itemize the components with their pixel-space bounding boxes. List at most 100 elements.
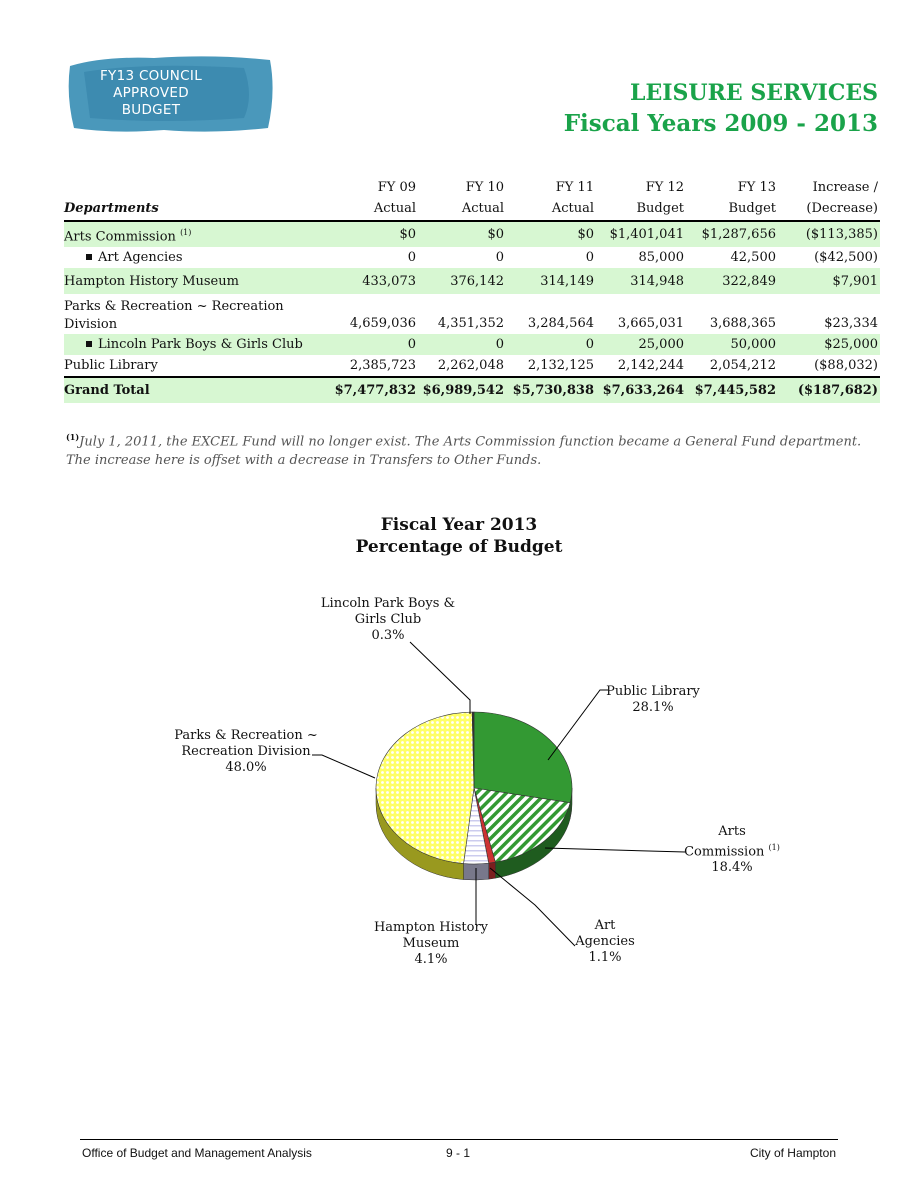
budget-badge-background (68, 56, 273, 132)
chart-title-line-2: Percentage of Budget (355, 537, 563, 557)
row-name: Public Library (64, 358, 158, 374)
leader-line-agencies (489, 867, 576, 947)
cell: 2,054,212 (709, 358, 776, 374)
cell: $23,334 (824, 316, 878, 332)
cell: 4,351,352 (437, 316, 504, 332)
pie-label-arts: Arts Commission (1) 18.4% (684, 824, 780, 876)
col-header-departments: Departments (64, 199, 318, 222)
cell: 42,500 (730, 250, 777, 266)
row-name: Grand Total (64, 376, 318, 404)
table-row: Hampton History Museum 433,073 376,142 3… (64, 268, 880, 295)
footer-divider (80, 1139, 838, 1140)
cell: $7,477,832 (318, 376, 418, 404)
table-row: Parks & Recreation ~ Recreation Division… (64, 294, 880, 334)
pie-slice-side (488, 861, 496, 880)
table-row: Public Library 2,385,723 2,262,048 2,132… (64, 355, 880, 377)
cell: $6,989,542 (418, 376, 506, 404)
row-name: Lincoln Park Boys & Girls Club (64, 334, 318, 356)
cell: 85,000 (638, 250, 685, 266)
pie-slice-lincoln-park-boys-girls-club (471, 711, 475, 789)
title-department: LEISURE SERVICES (630, 80, 878, 106)
col-header-fy09: FY 09 (377, 180, 416, 195)
leader-line-library (547, 689, 608, 761)
col-subheader-change: (Decrease) (778, 199, 880, 222)
cell: $7,901 (778, 268, 880, 295)
cell: 314,948 (596, 268, 686, 295)
cell: 0 (495, 250, 504, 266)
cell: $7,633,264 (596, 376, 686, 404)
leader-line-lincoln (409, 641, 471, 714)
cell: $0 (506, 221, 596, 248)
cell: $1,287,656 (686, 221, 778, 248)
cell: 25,000 (596, 334, 686, 356)
leader-line-parks (312, 754, 376, 779)
pie-label-museum: Hampton History Museum 4.1% (373, 920, 489, 967)
footnote-marker: (1) (66, 432, 80, 442)
cell: 0 (585, 250, 594, 266)
col-header-change: Increase / (812, 180, 878, 195)
table-row: Art Agencies 0 0 0 85,000 42,500 ($42,50… (64, 247, 880, 268)
cell: ($187,682) (778, 376, 880, 404)
col-header-fy11: FY 11 (555, 180, 594, 195)
cell: ($113,385) (778, 221, 880, 248)
cell: 3,284,564 (527, 316, 594, 332)
footnote-text: July 1, 2011, the EXCEL Fund will no lon… (66, 434, 862, 469)
cell: 0 (407, 250, 416, 266)
pie-label-library: Public Library 28.1% (606, 684, 700, 715)
cell: 3,665,031 (617, 316, 684, 332)
badge-line-3: BUDGET (121, 102, 181, 118)
cell: ($88,032) (814, 358, 878, 374)
footnote: (1)July 1, 2011, the EXCEL Fund will no … (66, 428, 866, 470)
col-subheader-fy13: Budget (686, 199, 778, 222)
cell: 322,849 (686, 268, 778, 295)
chart-title: Fiscal Year 2013 Percentage of Budget (0, 514, 918, 558)
row-name: Art Agencies (64, 247, 318, 268)
pie-label-lincoln: Lincoln Park Boys & Girls Club 0.3% (320, 596, 456, 643)
cell: 2,142,244 (617, 358, 684, 374)
cell: $0 (418, 221, 506, 248)
cell: 2,262,048 (437, 358, 504, 374)
cell: 4,659,036 (349, 316, 416, 332)
budget-badge: FY13 COUNCIL APPROVED BUDGET (64, 68, 276, 119)
grand-total-row: Grand Total $7,477,832 $6,989,542 $5,730… (64, 376, 880, 404)
cell: $7,445,582 (686, 376, 778, 404)
badge-line-1: FY13 COUNCIL (99, 68, 203, 84)
cell: ($42,500) (814, 250, 878, 266)
footer-right: City of Hampton (749, 1146, 836, 1160)
cell: 3,688,365 (709, 316, 776, 332)
col-subheader-fy11: Actual (506, 199, 596, 222)
cell: 50,000 (686, 334, 778, 356)
cell: 0 (318, 334, 418, 356)
col-subheader-fy09: Actual (318, 199, 418, 222)
row-name: Arts Commission (1) (64, 221, 318, 248)
col-subheader-fy12: Budget (596, 199, 686, 222)
pie-slice-public-library (473, 711, 573, 804)
cell: $1,401,041 (596, 221, 686, 248)
cell: 2,385,723 (349, 358, 416, 374)
cell: 0 (418, 334, 506, 356)
row-name: Hampton History Museum (64, 268, 318, 295)
table-row: Arts Commission (1) $0 $0 $0 $1,401,041 … (64, 221, 880, 248)
bullet-icon (86, 341, 92, 348)
cell: 376,142 (418, 268, 506, 295)
cell: 2,132,125 (527, 358, 594, 374)
col-subheader-fy10: Actual (418, 199, 506, 222)
col-header-fy13: FY 13 (737, 180, 776, 195)
badge-line-2: APPROVED (113, 85, 189, 101)
cell: 314,149 (506, 268, 596, 295)
col-header-fy10: FY 10 (465, 180, 504, 195)
page-title: LEISURE SERVICES Fiscal Years 2009 - 201… (564, 78, 878, 139)
pie-label-parks: Parks & Recreation ~ Recreation Division… (174, 728, 318, 775)
table-row: Lincoln Park Boys & Girls Club 0 0 0 25,… (64, 334, 880, 356)
pie-slice-arts-commission (473, 787, 571, 863)
pie-slice-parks-recreation-recreation-division (375, 711, 475, 864)
col-header-fy12: FY 12 (645, 180, 684, 195)
chart-title-line-1: Fiscal Year 2013 (380, 515, 538, 535)
footer-left: Office of Budget and Management Analysis (82, 1146, 312, 1160)
bullet-icon (86, 254, 92, 261)
row-name: Parks & Recreation ~ Recreation Division (64, 299, 284, 333)
cell: 0 (506, 334, 596, 356)
budget-table: FY 09 FY 10 FY 11 FY 12 FY 13 Increase /… (64, 178, 880, 404)
leader-line-arts (544, 847, 686, 853)
